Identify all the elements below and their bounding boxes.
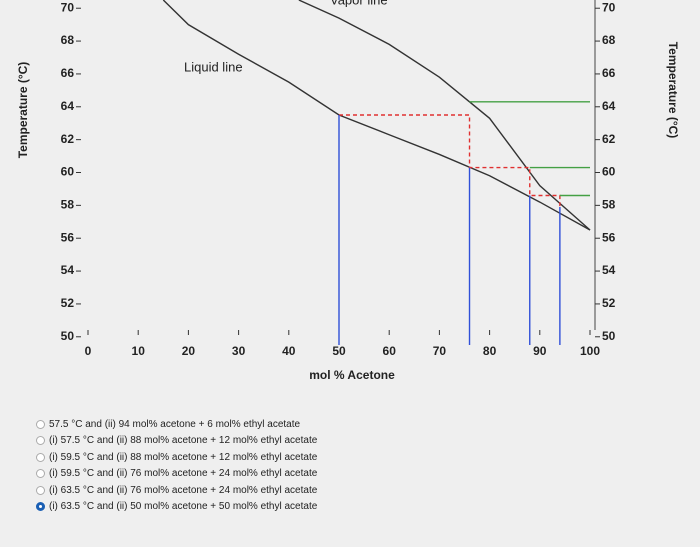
radio-button[interactable] [36, 419, 45, 429]
x-tick-label: 50 [332, 344, 346, 358]
option[interactable]: (i) 63.5 °C and (ii) 50 mol% acetone + 5… [36, 499, 376, 516]
y2-tick-label: 62 [602, 132, 616, 146]
y2-tick-label: 66 [602, 66, 616, 80]
option-label: (i) 59.5 °C and (ii) 76 mol% acetone + 2… [49, 468, 318, 480]
y-tick-label: 52 [61, 296, 75, 310]
x-tick-label: 80 [483, 344, 497, 358]
options: 57.5 °C and (ii) 94 mol% acetone + 6 mol… [36, 416, 376, 515]
y2-tick-label: 50 [602, 329, 616, 343]
y-tick-label: 50 [61, 329, 75, 343]
option-label: (i) 57.5 °C and (ii) 88 mol% acetone + 1… [49, 435, 318, 447]
y-tick-label: 66 [61, 66, 75, 80]
y2-tick-label: 54 [602, 263, 616, 277]
option[interactable]: (i) 59.5 °C and (ii) 88 mol% acetone + 1… [36, 449, 376, 466]
x-tick-label: 40 [282, 344, 296, 358]
option-label: (i) 63.5 °C and (ii) 50 mol% acetone + 5… [49, 501, 318, 513]
radio-button[interactable] [36, 502, 45, 512]
y-tick-label: 64 [61, 99, 75, 113]
series-line [162, 0, 591, 231]
y2-axis-label: Temperature (°C) [666, 42, 680, 139]
y2-tick-label: 52 [602, 296, 616, 310]
y-tick-label: 70 [61, 0, 75, 14]
y-tick-label: 62 [61, 132, 75, 146]
x-tick-label: 30 [232, 344, 246, 358]
option-label: (i) 63.5 °C and (ii) 76 mol% acetone + 2… [49, 484, 318, 496]
vapor-line-label: Vapor line [330, 0, 388, 7]
y-tick-label: 68 [61, 33, 75, 47]
option[interactable]: (i) 57.5 °C and (ii) 88 mol% acetone + 1… [36, 433, 376, 450]
chart: mol % Acetone Temperature (°C) Temperatu… [16, 0, 680, 382]
y2-tick-label: 64 [602, 99, 616, 113]
y-tick-label: 58 [61, 198, 75, 212]
radio-button[interactable] [36, 469, 45, 479]
radio-button[interactable] [36, 452, 45, 462]
y2-tick-label: 70 [602, 0, 616, 14]
y2-tick-label: 58 [602, 198, 616, 212]
series-line [339, 114, 561, 207]
y-axis-label: Temperature (°C) [16, 62, 30, 159]
x-tick-label: 20 [182, 344, 196, 358]
y-tick-label: 56 [61, 230, 75, 244]
option[interactable]: 57.5 °C and (ii) 94 mol% acetone + 6 mol… [36, 416, 376, 433]
x-tick-label: 90 [533, 344, 547, 358]
option[interactable]: (i) 63.5 °C and (ii) 76 mol% acetone + 2… [36, 482, 376, 499]
liquid-line-label: Liquid line [184, 59, 243, 74]
y-tick-label: 54 [61, 263, 75, 277]
x-tick-label: 60 [383, 344, 397, 358]
x-tick-label: 10 [132, 344, 146, 358]
x-tick-label: 100 [580, 344, 600, 358]
y-tick-label: 60 [61, 165, 75, 179]
y2-tick-label: 68 [602, 33, 616, 47]
x-axis-label: mol % Acetone [309, 368, 395, 382]
y2-tick-label: 56 [602, 230, 616, 244]
series-line [298, 0, 591, 231]
y2-tick-label: 60 [602, 165, 616, 179]
radio-button[interactable] [36, 436, 45, 446]
option-label: 57.5 °C and (ii) 94 mol% acetone + 6 mol… [49, 418, 301, 430]
x-tick-label: 70 [433, 344, 447, 358]
x-tick-label: 0 [85, 344, 92, 358]
option-label: (i) 59.5 °C and (ii) 88 mol% acetone + 1… [49, 451, 318, 463]
option[interactable]: (i) 59.5 °C and (ii) 76 mol% acetone + 2… [36, 466, 376, 483]
radio-button[interactable] [36, 485, 45, 495]
